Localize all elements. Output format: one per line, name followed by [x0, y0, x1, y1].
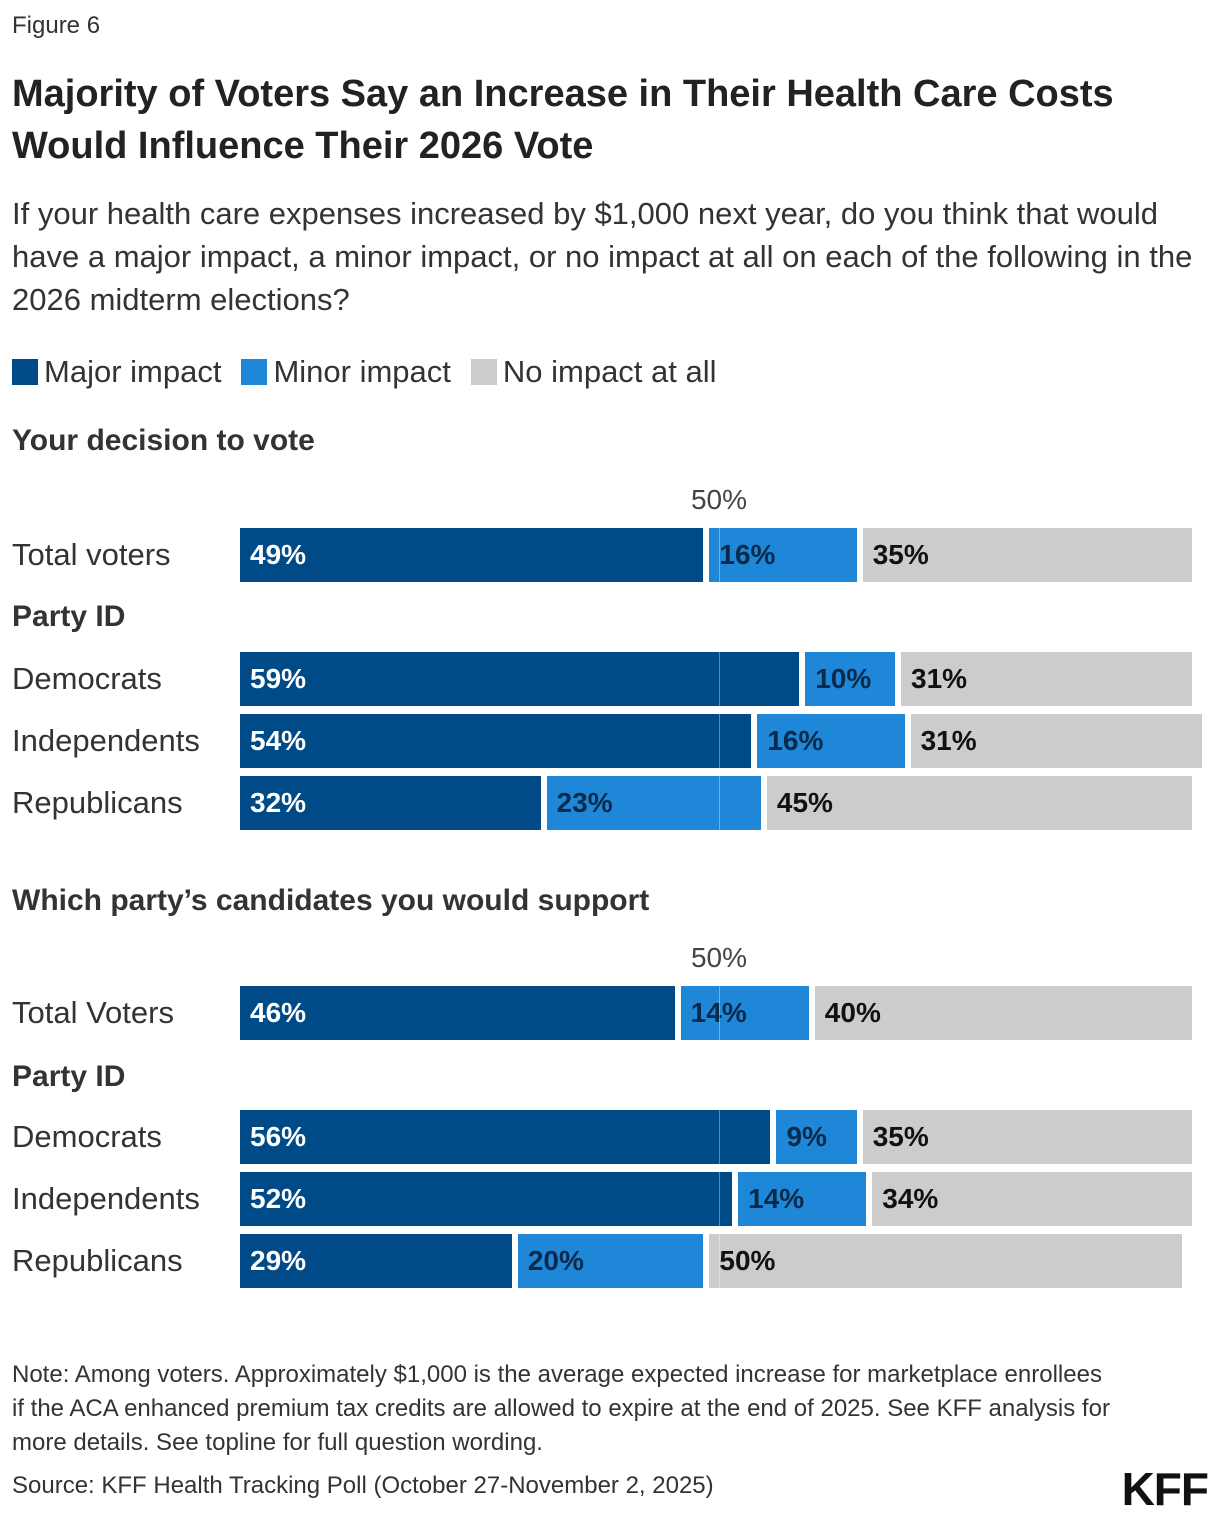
- chart-1-reference-label: 50%: [690, 484, 748, 515]
- chart-2-reference-label: 50%: [690, 942, 748, 973]
- chart-1-data-label-total-voters-major-impact: 49%: [250, 539, 307, 570]
- legend-item-minor: Minor impact: [241, 354, 451, 390]
- legend-label-major: Major impact: [44, 354, 222, 389]
- legend: Major impact Minor impact No impact at a…: [12, 352, 737, 392]
- chart-1-bar-republicans-no-impact-at-all: [766, 776, 1192, 830]
- chart-2-data-label-republicans-major-impact: 29%: [250, 1245, 307, 1276]
- chart-1-bar-total-voters-major-impact: [240, 528, 704, 582]
- chart-2-bar-total-voters-major-impact: [240, 986, 675, 1040]
- chart-1-data-label-democrats-no-impact-at-all: 31%: [911, 663, 968, 694]
- chart-1-data-label-total-voters-minor-impact: 16%: [719, 539, 776, 570]
- chart-2-bar-total-voters-no-impact-at-all: [814, 986, 1192, 1040]
- chart-2-data-label-republicans-no-impact-at-all: 50%: [719, 1245, 776, 1276]
- chart-1-bar-total-voters-minor-impact: [709, 528, 857, 582]
- legend-swatch-major: [12, 359, 38, 385]
- legend-item-none: No impact at all: [470, 354, 717, 390]
- chart-2-row-label-republicans: Republicans: [12, 1243, 183, 1278]
- chart-2-data-label-democrats-major-impact: 56%: [250, 1121, 307, 1152]
- chart-2-bar-total-voters-minor-impact: [680, 986, 809, 1040]
- chart-2-row-label-democrats: Democrats: [12, 1119, 162, 1154]
- chart-1-data-label-independents-no-impact-at-all: 31%: [920, 725, 977, 756]
- chart-1-bar-independents-major-impact: [240, 714, 752, 768]
- chart-1-row-label-total-voters: Total voters: [12, 537, 171, 572]
- chart-2-row-label-total-voters: Total Voters: [12, 995, 174, 1030]
- chart-2-bar-democrats-major-impact: [240, 1110, 771, 1164]
- chart-subtitle: If your health care expenses increased b…: [12, 196, 1193, 317]
- chart-2-data-label-democrats-no-impact-at-all: 35%: [872, 1121, 929, 1152]
- chart-1-data-label-democrats-minor-impact: 10%: [815, 663, 872, 694]
- chart-2-group-label: Party ID: [12, 1060, 126, 1093]
- chart-2-bar-independents-major-impact: [240, 1172, 733, 1226]
- chart-1-bar-republicans-major-impact: [240, 776, 541, 830]
- legend-swatch-minor: [241, 359, 268, 385]
- chart-1-bar-republicans-minor-impact: [546, 776, 761, 830]
- chart-1-reference-line: [719, 528, 720, 830]
- chart-2-data-label-independents-major-impact: 52%: [250, 1183, 307, 1214]
- chart-2-data-label-independents-minor-impact: 14%: [748, 1183, 805, 1214]
- chart-2-data-label-republicans-minor-impact: 20%: [527, 1245, 584, 1276]
- chart-2-data-label-democrats-minor-impact: 9%: [786, 1121, 827, 1152]
- chart-2-bar-independents-no-impact-at-all: [872, 1172, 1192, 1226]
- chart-1-bar-democrats-major-impact: [240, 652, 800, 706]
- chart-1-row-label-republicans: Republicans: [12, 785, 183, 820]
- chart-2-data-label-total-voters-minor-impact: 14%: [690, 997, 747, 1028]
- chart-1-bar-democrats-minor-impact: [805, 652, 896, 706]
- chart-2-reference-line: [719, 986, 720, 1288]
- chart-1-bar-independents-no-impact-at-all: [910, 714, 1202, 768]
- kff-logo: KFF: [1121, 1463, 1209, 1515]
- chart-1-data-label-total-voters-no-impact-at-all: 35%: [872, 539, 929, 570]
- chart-1-data-label-republicans-minor-impact: 23%: [556, 787, 613, 818]
- chart-2-data-label-total-voters-no-impact-at-all: 40%: [824, 997, 881, 1028]
- chart-1-bar-independents-minor-impact: [757, 714, 905, 768]
- chart-1-row-label-democrats: Democrats: [12, 661, 162, 696]
- chart-1-row-label-independents: Independents: [12, 723, 200, 758]
- chart-source: Source: KFF Health Tracking Poll (Octobe…: [12, 1472, 714, 1499]
- chart-2-bar-republicans-major-impact: [240, 1234, 512, 1288]
- chart-1-bar-democrats-no-impact-at-all: [901, 652, 1192, 706]
- chart-1-data-label-republicans-no-impact-at-all: 45%: [776, 787, 833, 818]
- chart-1-title: Your decision to vote: [12, 424, 315, 457]
- chart-1-data-label-independents-minor-impact: 16%: [767, 725, 824, 756]
- chart-1-data-label-democrats-major-impact: 59%: [250, 663, 307, 694]
- chart-2-bar-democrats-minor-impact: [776, 1110, 857, 1164]
- chart-2-bar-republicans-minor-impact: [517, 1234, 704, 1288]
- chart-2-data-label-independents-no-impact-at-all: 34%: [882, 1183, 939, 1214]
- chart-1-group-label: Party ID: [12, 600, 126, 633]
- chart-2-title: Which party’s candidates you would suppo…: [12, 884, 650, 917]
- figure-label: Figure 6: [12, 12, 101, 39]
- chart-2-bar-independents-minor-impact: [738, 1172, 867, 1226]
- legend-swatch-none: [470, 359, 497, 385]
- chart-1-data-label-republicans-major-impact: 32%: [250, 787, 307, 818]
- chart-2-bar-republicans-no-impact-at-all: [709, 1234, 1183, 1288]
- chart-1-bar-total-voters-no-impact-at-all: [862, 528, 1192, 582]
- legend-item-major: Major impact: [12, 354, 221, 390]
- legend-label-none: No impact at all: [502, 354, 717, 389]
- chart-2-row-label-independents: Independents: [12, 1181, 200, 1216]
- chart-2-bar-democrats-no-impact-at-all: [862, 1110, 1192, 1164]
- chart-title: Majority of Voters Say an Increase in Th…: [12, 73, 1114, 167]
- chart-1-data-label-independents-major-impact: 54%: [250, 725, 307, 756]
- chart-2-data-label-total-voters-major-impact: 46%: [250, 997, 307, 1028]
- legend-label-minor: Minor impact: [273, 354, 451, 389]
- chart-note: Note: Among voters. Approximately $1,000…: [12, 1361, 1110, 1456]
